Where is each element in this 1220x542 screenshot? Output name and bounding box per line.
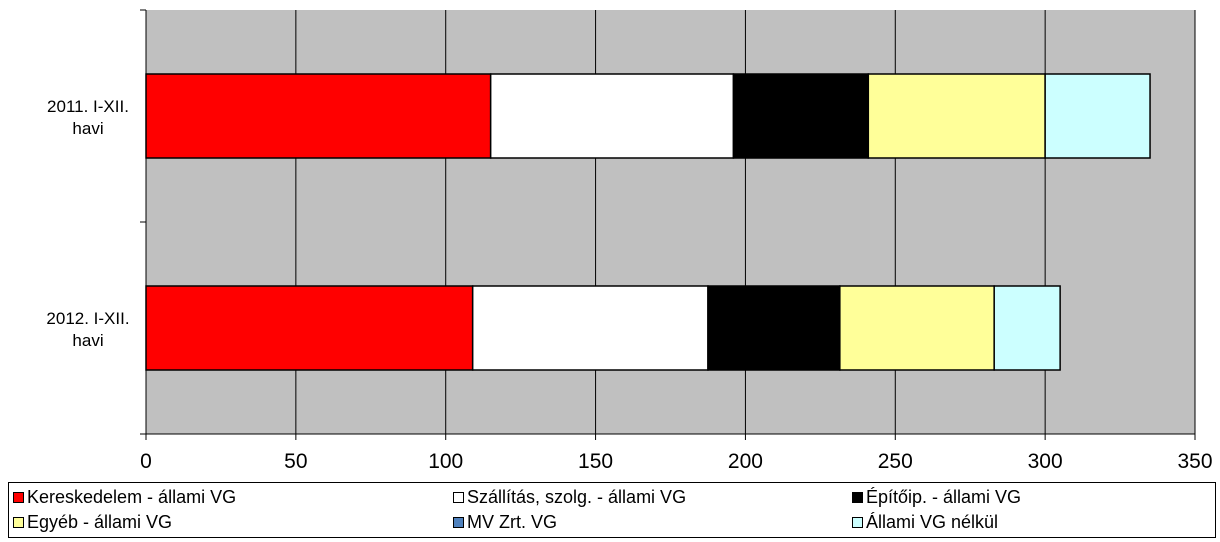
legend-label: MV Zrt. VG [467, 511, 557, 532]
legend-swatch [453, 516, 464, 528]
x-tick-label: 0 [140, 450, 152, 473]
x-tick-label: 350 [1177, 450, 1212, 473]
bar-segment-1-1 [471, 285, 709, 371]
x-tick-label: 50 [284, 450, 307, 473]
legend-label: Kereskedelem - állami VG [27, 486, 237, 507]
x-tick-label: 250 [878, 450, 913, 473]
bar-segment-1-5 [993, 285, 1061, 371]
legend-item: Kereskedelem - állami VG [13, 486, 236, 508]
bar-segment-1-2 [707, 285, 841, 371]
legend-item: Szállítás, szolg. - állami VG [453, 486, 686, 508]
legend-swatch [852, 516, 863, 528]
category-labels: 2011. I-XII. havi 2012. I-XII. havi [46, 97, 129, 350]
axes [140, 9, 1196, 440]
bar-segment-0-1 [489, 73, 735, 159]
bar-segment-0-3 [867, 73, 1046, 159]
legend-label: Állami VG nélkül [866, 511, 999, 532]
x-tick-label: 300 [1028, 450, 1063, 473]
stacked-bar-chart: 0 50 100 150 200 250 300 350 2011. I-XII. havi20… [46, 9, 1213, 473]
bars [145, 73, 1151, 371]
legend-swatch [13, 491, 24, 503]
legend-item: MV Zrt. VG [453, 511, 557, 533]
category-label: 2011. I-XII. havi [47, 97, 129, 138]
legend-label: Egyéb - állami VG [27, 511, 173, 532]
legend-swatch [13, 516, 24, 528]
bar-segment-0-5 [1044, 73, 1151, 159]
legend-swatch [852, 491, 863, 503]
bar-segment-0-2 [732, 73, 870, 159]
bar-segment-1-3 [839, 285, 995, 371]
legend-label: Építőip. - állami VG [866, 486, 1022, 507]
x-tick-labels: 0 50 100 150 200 250 300 350 [140, 450, 1212, 473]
bar-segment-1-0 [145, 285, 474, 371]
category-label: 2012. I-XII. havi [46, 309, 129, 350]
x-tick-label: 150 [578, 450, 613, 473]
legend-swatch [453, 491, 464, 503]
x-tick-label: 100 [428, 450, 463, 473]
x-tick-label: 200 [728, 450, 763, 473]
legend-label: Szállítás, szolg. - állami VG [467, 486, 687, 507]
legend: Kereskedelem - állami VG Szállítás, szolg… [8, 482, 1216, 538]
bar-segment-0-0 [145, 73, 492, 159]
legend-item: Építőip. - állami VG [852, 486, 1021, 508]
legend-item: Állami VG nélkül [852, 511, 998, 533]
legend-item: Egyéb - állami VG [13, 511, 172, 533]
